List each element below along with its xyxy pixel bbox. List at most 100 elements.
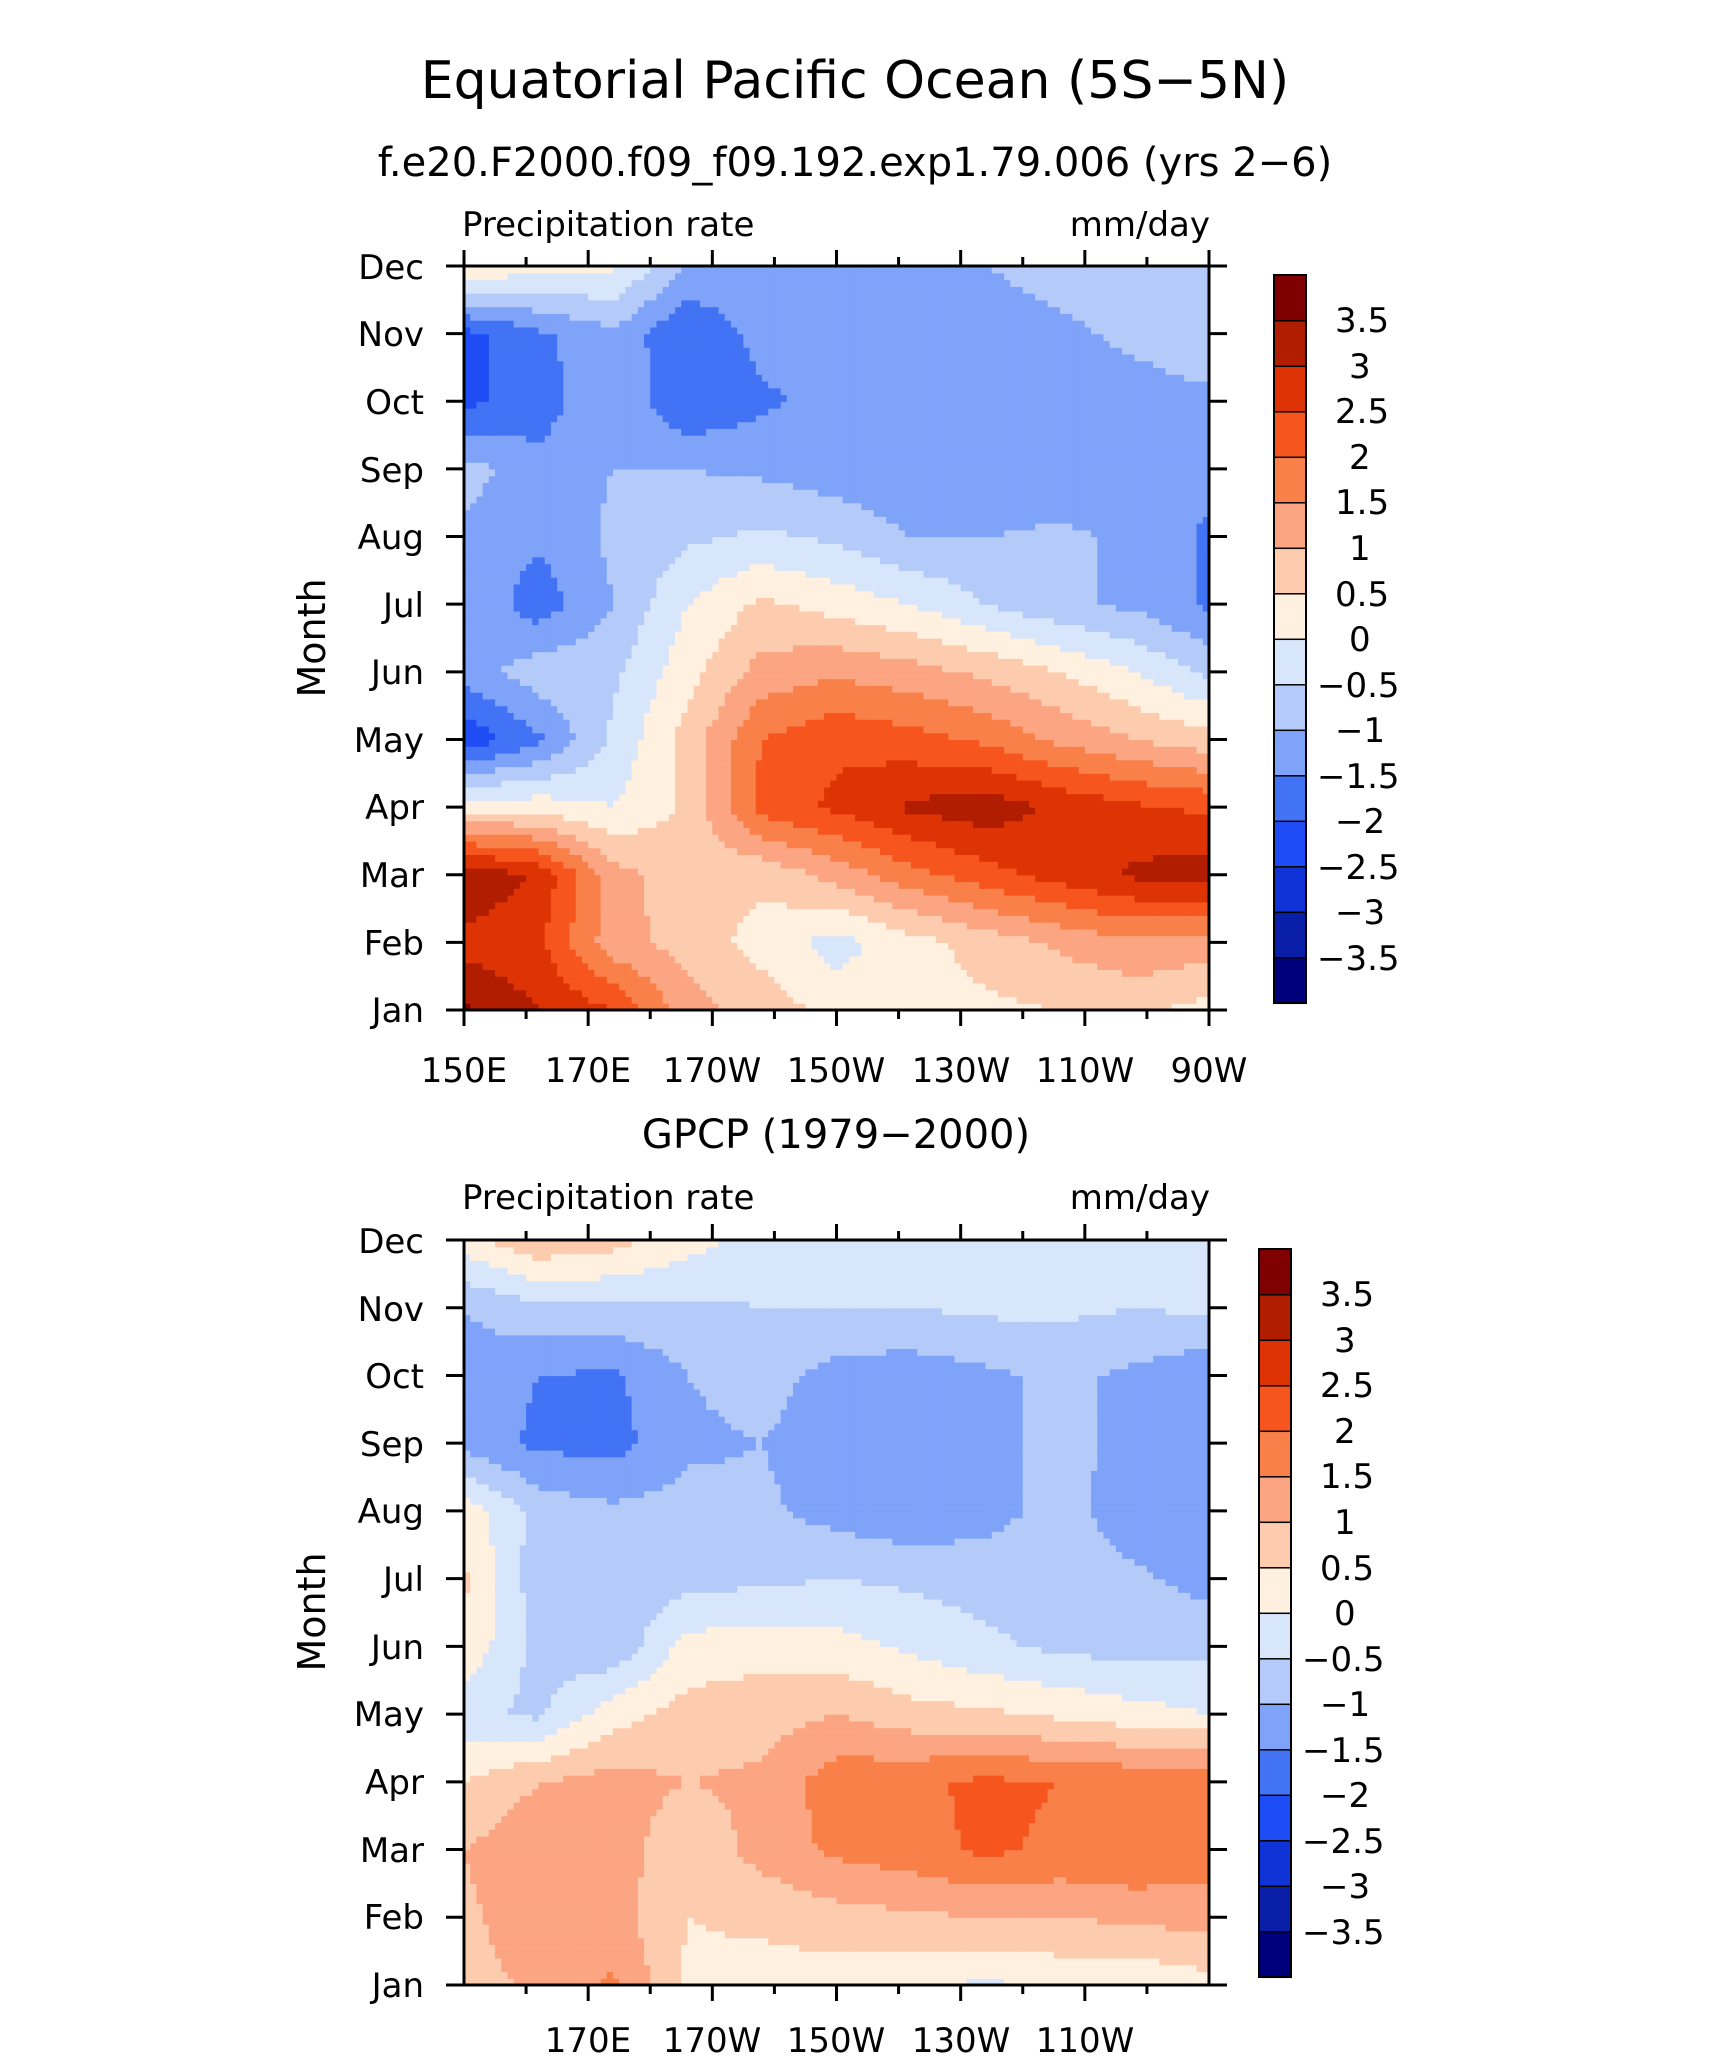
contour-cell — [569, 888, 577, 896]
contour-cell — [1134, 840, 1142, 849]
contour-cell — [724, 881, 732, 889]
contour-cell — [786, 854, 794, 862]
contour-cell — [991, 766, 999, 774]
contour-cell — [675, 780, 682, 788]
contour-cell — [1171, 759, 1179, 768]
contour-cell — [724, 752, 732, 761]
contour-cell — [886, 725, 893, 734]
contour-cell — [495, 881, 502, 889]
contour-cell — [1190, 807, 1198, 815]
contour-cell — [1091, 942, 1098, 950]
contour-cell — [842, 969, 850, 977]
contour-cell — [544, 1003, 552, 1010]
contour-cell — [600, 949, 608, 957]
contour-cell — [1022, 895, 1030, 903]
contour-cell — [991, 895, 999, 903]
contour-cell — [730, 813, 738, 822]
contour-cell — [780, 773, 788, 781]
contour-cell — [606, 996, 614, 1004]
contour-cell — [817, 725, 825, 734]
contour-cell — [699, 786, 707, 795]
contour-cell — [1146, 813, 1154, 822]
contour-cell — [817, 895, 825, 903]
contour-cell — [954, 976, 962, 984]
contour-cell — [538, 922, 546, 930]
contour-cell — [532, 976, 540, 984]
contour-cell — [904, 969, 912, 977]
contour-cell — [550, 922, 558, 930]
contour-cell — [1146, 969, 1154, 977]
contour-cell — [948, 773, 956, 781]
contour-cell — [1184, 989, 1191, 998]
contour-cell — [1202, 732, 1209, 741]
contour-cell — [855, 935, 862, 943]
contour-cell — [1016, 928, 1024, 937]
contour-cell — [991, 834, 999, 842]
contour-cell — [675, 942, 682, 950]
contour-cell — [1072, 827, 1080, 835]
contour-cell — [594, 874, 602, 883]
contour-cell — [662, 854, 670, 862]
contour-cell — [1134, 942, 1142, 950]
contour-cell — [476, 922, 484, 930]
contour-cell — [668, 969, 676, 977]
contour-cell — [706, 908, 713, 916]
contour-cell — [687, 955, 695, 964]
contour-cell — [855, 867, 862, 876]
contour-cell — [886, 773, 893, 781]
contour-cell — [879, 840, 887, 849]
contour-cell — [954, 982, 962, 991]
contour-cell — [1078, 949, 1086, 957]
contour-cell — [513, 955, 521, 964]
contour-cell — [960, 942, 968, 950]
contour-cell — [581, 773, 589, 781]
contour-cell — [830, 928, 838, 937]
contour-cell — [954, 739, 962, 747]
contour-cell — [1047, 752, 1055, 761]
contour-cell — [1097, 969, 1105, 977]
contour-cell — [1035, 854, 1042, 862]
contour-cell — [1165, 969, 1173, 977]
contour-cell — [718, 895, 726, 903]
contour-cell — [1084, 834, 1092, 842]
contour-cell — [681, 840, 689, 849]
contour-cell — [563, 827, 571, 835]
contour-cell — [762, 881, 769, 889]
contour-cell — [581, 901, 589, 910]
contour-cell — [879, 949, 887, 957]
contour-cell — [1159, 969, 1167, 977]
contour-cell — [569, 739, 577, 747]
contour-cell — [948, 895, 956, 903]
contour-cell — [675, 874, 682, 883]
contour-cell — [470, 881, 478, 889]
contour-cell — [1146, 773, 1154, 781]
contour-cell — [1140, 922, 1148, 930]
contour-cell — [1171, 989, 1179, 998]
contour-cell — [1140, 962, 1148, 971]
contour-cell — [687, 867, 695, 876]
contour-cell — [1122, 942, 1129, 950]
contour-cell — [668, 955, 676, 964]
contour-cell — [1134, 861, 1142, 869]
contour-cell — [1134, 976, 1142, 984]
contour-cell — [1072, 895, 1080, 903]
contour-cell — [1035, 901, 1042, 910]
contour-cell — [917, 996, 925, 1004]
contour-cell — [743, 834, 751, 842]
contour-cell — [867, 793, 875, 801]
contour-cell — [985, 840, 993, 849]
contour-cell — [1097, 813, 1105, 822]
contour-cell — [873, 928, 881, 937]
contour-cell — [954, 800, 962, 808]
contour-cell — [842, 759, 850, 768]
contour-cell — [538, 834, 546, 842]
contour-cell — [1171, 861, 1179, 869]
contour-cell — [625, 739, 633, 747]
contour-cell — [482, 969, 490, 977]
contour-cell — [960, 982, 968, 991]
contour-cell — [656, 854, 664, 862]
contour-cell — [730, 969, 738, 977]
contour-cell — [985, 949, 993, 957]
contour-cell — [954, 827, 962, 835]
contour-cell — [644, 780, 651, 788]
